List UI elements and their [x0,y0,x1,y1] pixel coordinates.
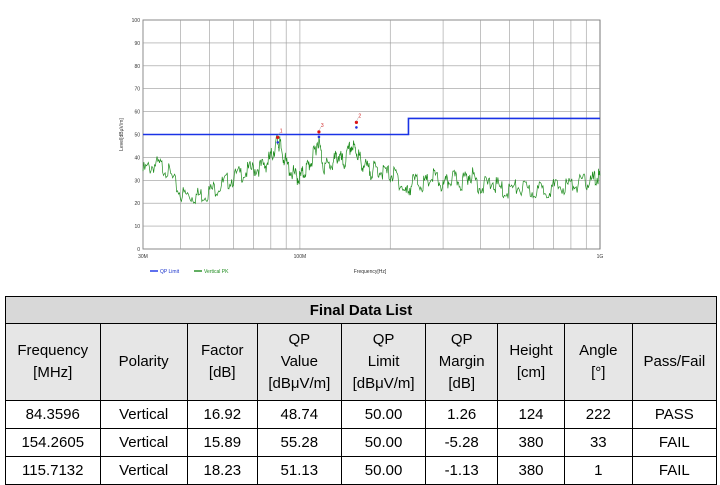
table-cell: -5.28 [425,428,499,457]
column-header: Frequency [MHz] [5,323,101,401]
column-header: Polarity [99,323,188,401]
column-header-line: [dBμV/m] [352,375,415,392]
y-tick-label: 80 [134,64,140,70]
table-cell: 1 [563,456,633,485]
table-cell: PASS [631,400,718,429]
table-cell: Vertical [99,428,188,457]
marker-point-secondary [317,135,321,139]
table-cell: 154.2605 [5,428,101,457]
x-tick-label: 1G [597,254,604,260]
table-cell: -1.13 [425,456,499,485]
column-header-line: [dB] [208,364,236,381]
column-header-line: Polarity [118,353,169,370]
column-header-line: Frequency [17,342,89,359]
emission-chart: 0 10 20 30 40 50 60 70 80 90 100 30M 100M 1G Level[dBμ… [119,18,604,275]
table-row: 84.3596 Vertical 16.92 48.74 50.00 1.26 124 222… [5,400,718,429]
table-cell: 55.28 [256,428,342,457]
column-header: QP Value [dBμV/m] [256,323,342,401]
table-cell: 115.7132 [5,456,101,485]
final-data-table: Final Data List Frequency [MHz] Polarity Fa… [5,296,718,485]
table-cell: 50.00 [340,456,427,485]
table-cell: 380 [497,428,565,457]
column-header: Angle [°] [563,323,633,401]
x-tick-label: 100M [294,254,307,260]
table-cell: 33 [563,428,633,457]
column-header-line: [cm] [516,364,546,381]
y-axis-label: Level[dBμV/m] [119,118,125,151]
column-header: Height [cm] [497,323,565,401]
table-cell: 48.74 [256,400,342,429]
column-header-line: [MHz] [33,364,73,381]
column-header: Factor [dB] [186,323,258,401]
table-cell: 84.3596 [5,400,101,429]
marker-point [276,135,280,139]
column-header-line: QP [372,331,395,348]
column-header-line: Margin [438,353,485,370]
table-row: 154.2605 Vertical 15.89 55.28 50.00 -5.28 380 3… [5,428,718,457]
marker-point [354,120,359,125]
y-tick-label: 60 [134,110,140,116]
table-cell: 50.00 [340,400,427,429]
legend-label-qp-limit: QP Limit [160,269,180,275]
marker-point-secondary [276,141,280,144]
legend-label-vertical-pk: Vertical PK [204,269,229,275]
marker-label: 1 [280,128,283,134]
column-header: Pass/Fail [631,323,718,401]
x-tick-label: 30M [138,254,148,260]
y-tick-label: 0 [137,247,140,253]
table-title: Final Data List [5,296,717,324]
column-header-line: [°] [591,364,606,381]
y-tick-label: 40 [134,155,140,161]
marker-leader [277,132,280,137]
marker-point [317,130,321,134]
table-cell: 1.26 [425,400,499,429]
y-tick-label: 10 [134,224,140,230]
table-cell: 380 [497,456,565,485]
marker-label: 2 [358,113,361,119]
column-header-line: Factor [201,342,244,359]
column-header-line: Limit [367,353,400,370]
series-vertical-pk [142,134,601,205]
series-qp-limit [143,117,600,136]
table-cell: 16.92 [186,400,258,429]
marker-label: 3 [321,123,324,129]
table-cell: 222 [563,400,633,429]
column-header-line: Pass/Fail [643,353,706,370]
marker-leader [356,117,359,122]
y-tick-label: 70 [134,87,140,93]
column-header-line: Height [509,342,553,359]
table-cell: Vertical [99,400,188,429]
table-cell: Vertical [99,456,188,485]
table-cell: 51.13 [256,456,342,485]
table-cell: FAIL [631,428,718,457]
column-header-line: QP [288,331,311,348]
column-header-line: Value [280,353,318,370]
x-axis-label: Frequency[Hz] [354,269,387,275]
table-row: 115.7132 Vertical 18.23 51.13 50.00 -1.13 380 1… [5,456,718,485]
column-header-line: Angle [579,342,618,359]
table-cell: 50.00 [340,428,427,457]
column-header-line: QP [450,331,473,348]
table-cell: 15.89 [186,428,258,457]
column-header-line: [dBμV/m] [268,375,331,392]
y-tick-label: 90 [134,41,140,47]
emission-plot: 0 10 20 30 40 50 60 70 80 90 100 30M 100M 1G Level[dBμ… [119,18,604,275]
y-tick-label: 20 [134,201,140,207]
column-header: QP Margin [dB] [425,323,499,401]
y-tick-label: 100 [132,18,141,24]
table-cell: FAIL [631,456,718,485]
y-tick-label: 30 [134,178,140,184]
y-tick-label: 50 [134,133,140,139]
marker-point-secondary [355,126,358,129]
column-header-line: [dB] [448,375,475,392]
column-header: QP Limit [dBμV/m] [340,323,427,401]
marker-leader [318,126,322,132]
table-cell: 124 [497,400,565,429]
table-cell: 18.23 [186,456,258,485]
